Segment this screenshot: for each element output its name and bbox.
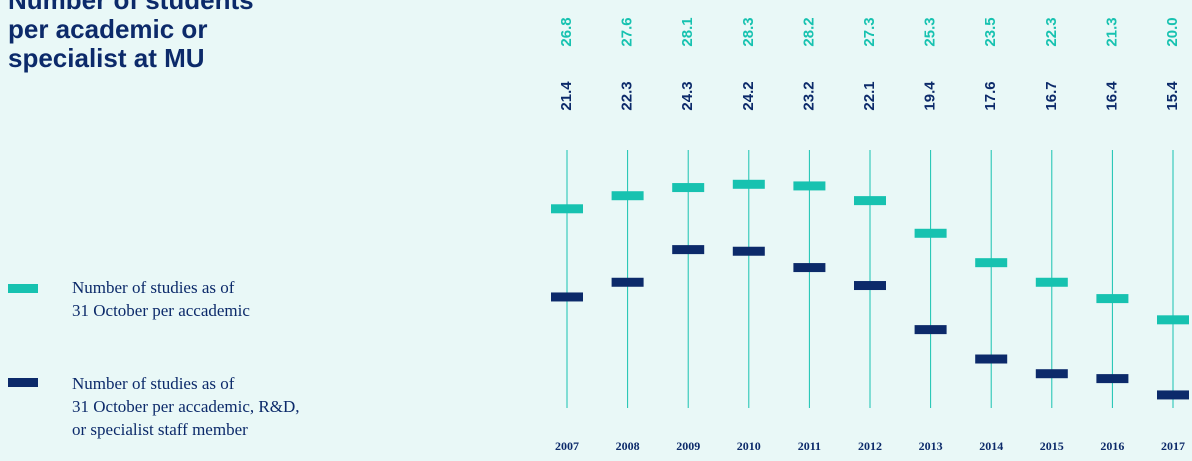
- value-label: 21.3: [1103, 17, 1120, 46]
- marker: [914, 325, 947, 335]
- value-label: 22.1: [861, 81, 878, 110]
- x-tick-label: 2010: [737, 439, 761, 453]
- x-tick-label: 2008: [616, 439, 640, 453]
- marker: [1157, 390, 1189, 400]
- marker: [551, 292, 583, 302]
- x-tick-label: 2016: [1100, 439, 1124, 453]
- legend-label: Number of studies as of 31 October per a…: [72, 374, 300, 439]
- marker: [611, 191, 644, 201]
- x-tick-label: 2007: [555, 439, 579, 453]
- marker: [914, 228, 947, 238]
- marker: [672, 183, 705, 193]
- marker: [975, 258, 1008, 268]
- marker: [732, 179, 765, 189]
- x-tick-label: 2015: [1040, 439, 1064, 453]
- value-label: 15.4: [1164, 81, 1181, 111]
- value-label: 23.5: [982, 17, 999, 46]
- marker: [854, 281, 886, 291]
- value-label: 28.1: [679, 17, 696, 46]
- value-label: 26.8: [558, 17, 575, 46]
- marker: [854, 196, 886, 206]
- value-label: 24.2: [740, 81, 757, 110]
- marker: [793, 181, 826, 191]
- marker: [1096, 294, 1129, 304]
- value-label: 27.3: [861, 17, 878, 46]
- marker: [975, 354, 1008, 364]
- marker: [1157, 315, 1189, 325]
- chart-title: Number of students per academic or speci…: [8, 0, 254, 73]
- value-label: 22.3: [619, 81, 636, 110]
- legend-label: Number of studies as of 31 October per a…: [72, 278, 250, 320]
- x-tick-label: 2014: [979, 439, 1003, 453]
- marker: [793, 263, 826, 273]
- value-label: 17.6: [982, 81, 999, 110]
- value-label: 22.3: [1043, 17, 1060, 46]
- value-label: 24.3: [679, 81, 696, 110]
- marker: [611, 277, 644, 287]
- value-label: 23.2: [800, 81, 817, 110]
- marker: [1035, 277, 1068, 287]
- x-tick-label: 2009: [676, 439, 700, 453]
- legend-swatch: [8, 284, 38, 293]
- marker: [1096, 374, 1129, 384]
- value-label: 16.4: [1103, 81, 1120, 111]
- value-label: 27.6: [619, 17, 636, 46]
- x-tick-label: 2013: [919, 439, 943, 453]
- value-label: 28.2: [800, 17, 817, 46]
- value-label: 20.0: [1164, 17, 1181, 46]
- marker: [672, 245, 705, 255]
- value-label: 21.4: [558, 81, 575, 111]
- legend-swatch: [8, 378, 38, 387]
- x-tick-label: 2012: [858, 439, 882, 453]
- value-label: 25.3: [922, 17, 939, 46]
- marker: [1035, 369, 1068, 379]
- value-label: 19.4: [922, 81, 939, 111]
- value-label: 16.7: [1043, 81, 1060, 110]
- x-tick-label: 2017: [1161, 439, 1185, 453]
- x-tick-label: 2011: [798, 439, 821, 453]
- marker: [732, 246, 765, 256]
- value-label: 28.3: [740, 17, 757, 46]
- marker: [551, 204, 583, 214]
